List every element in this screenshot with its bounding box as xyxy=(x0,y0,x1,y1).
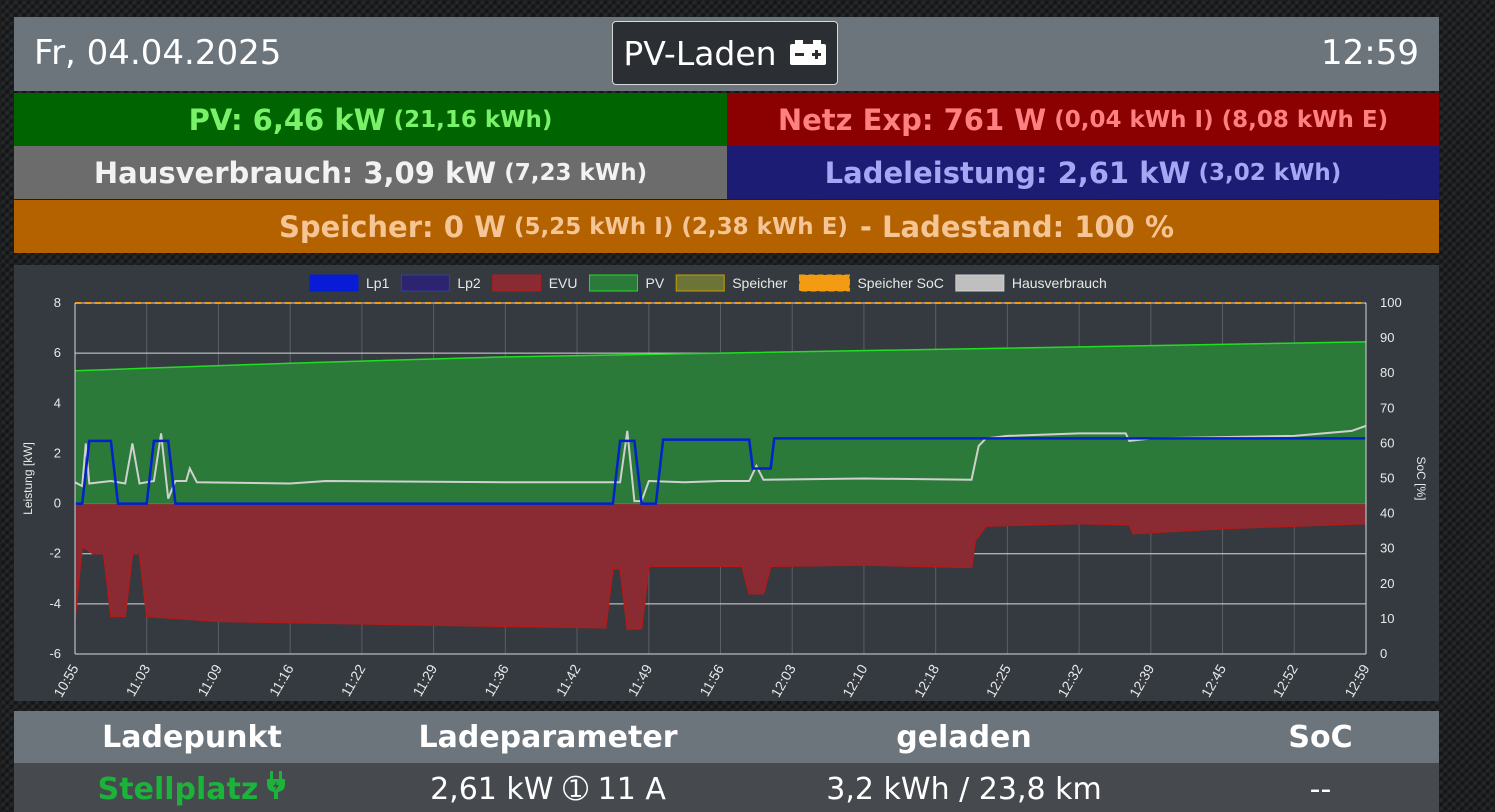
grid-export-energy: (8,08 kWh E) xyxy=(1221,106,1389,133)
table-row[interactable]: Stellplatz 2,61 kW ➀ 11 A 3,2 kWh / 23,8… xyxy=(14,763,1439,812)
clock-display: 12:59 xyxy=(1321,33,1419,73)
storage-tile: Speicher: 0 W (5,25 kWh I) (2,38 kWh E) … xyxy=(14,200,1439,253)
storage-power: Speicher: 0 W xyxy=(278,209,506,244)
legend-label: PV xyxy=(646,275,665,291)
legend-swatch xyxy=(675,274,725,292)
legend-swatch xyxy=(798,274,850,292)
y-tick-label: 6 xyxy=(54,345,61,360)
y2-tick-label: 70 xyxy=(1380,400,1394,415)
x-tick-label: 11:22 xyxy=(338,661,369,699)
y2-tick-label: 80 xyxy=(1380,365,1394,380)
legend-label: Lp2 xyxy=(457,275,481,291)
legend-swatch xyxy=(400,274,450,292)
charge-power: Ladeleistung: 2,61 kW xyxy=(824,155,1191,190)
y-tick-label: 0 xyxy=(54,496,61,511)
y2-tick-label: 40 xyxy=(1380,506,1394,521)
storage-import-energy: (5,25 kWh I) xyxy=(513,213,674,240)
x-tick-label: 11:42 xyxy=(553,661,584,699)
y2-tick-label: 60 xyxy=(1380,435,1394,450)
legend-swatch xyxy=(309,274,359,292)
x-tick-label: 11:09 xyxy=(194,661,225,699)
legend-label: EVU xyxy=(549,275,578,291)
legend-label: Speicher SoC xyxy=(857,275,943,291)
x-tick-label: 12:52 xyxy=(1269,661,1300,700)
x-tick-label: 12:59 xyxy=(1341,661,1372,700)
x-tick-label: 12:45 xyxy=(1198,661,1229,700)
pv-line xyxy=(74,341,1367,372)
chargepoint-name: Stellplatz xyxy=(97,771,259,807)
pv-energy: (21,16 kWh) xyxy=(393,106,553,133)
x-tick-label: 12:39 xyxy=(1126,661,1157,700)
col-header-charged: geladen xyxy=(896,719,1032,755)
y-tick-label: 8 xyxy=(54,295,61,310)
charge-energy: (3,02 kWh) xyxy=(1198,159,1342,186)
x-tick-label: 11:29 xyxy=(409,661,440,699)
soc-cell: -- xyxy=(1309,771,1332,807)
legend-label: Hausverbrauch xyxy=(1012,275,1107,291)
x-tick-label: 12:10 xyxy=(839,661,870,700)
house-consumption-tile: Hausverbrauch: 3,09 kW (7,23 kWh) xyxy=(14,146,727,199)
legend-swatch xyxy=(955,274,1005,292)
plug-icon xyxy=(258,771,286,807)
grid-import-energy: (0,04 kWh I) xyxy=(1054,106,1214,133)
legend-swatch xyxy=(492,274,542,292)
grid-power: Netz Exp: 761 W xyxy=(777,102,1047,137)
y-tick-label: -2 xyxy=(49,546,61,561)
storage-soc: - Ladestand: 100 % xyxy=(859,209,1175,244)
y2-tick-label: 0 xyxy=(1380,646,1387,661)
house-energy: (7,23 kWh) xyxy=(504,159,648,186)
x-tick-label: 11:16 xyxy=(266,661,297,699)
evu-line xyxy=(74,522,1367,630)
power-chart[interactable]: 8 6 4 2 0 -2 -4 -6 100 90 80 70 60 50 40 30 20 10 0 10:55 11… xyxy=(14,265,1439,701)
storage-export-energy: (2,38 kWh E) xyxy=(681,213,848,240)
y-tick-label: 2 xyxy=(54,445,61,460)
x-tick-label: 11:56 xyxy=(696,661,727,699)
y-tick-label: -4 xyxy=(49,596,61,611)
charge-mode-label: PV-Laden xyxy=(623,33,777,73)
x-tick-label: 12:03 xyxy=(767,661,798,700)
col-header-soc: SoC xyxy=(1288,719,1353,755)
charge-mode-button[interactable]: PV-Laden xyxy=(612,21,838,85)
pv-area xyxy=(75,341,1366,504)
lp1-line xyxy=(75,437,1366,505)
y-axis-title: Leistung [kW] xyxy=(21,442,35,515)
charge-power-tile: Ladeleistung: 2,61 kW (3,02 kWh) xyxy=(727,146,1439,199)
charge-params-cell: 2,61 kW ➀ 11 A xyxy=(430,771,666,807)
grid-tile: Netz Exp: 761 W (0,04 kWh I) (8,08 kWh E… xyxy=(727,93,1439,146)
y-tick-label: 4 xyxy=(54,395,61,410)
x-tick-label: 12:25 xyxy=(983,661,1014,700)
date-display: Fr, 04.04.2025 xyxy=(34,33,282,73)
x-tick-label: 12:32 xyxy=(1054,661,1085,700)
pv-tile: PV: 6,46 kW (21,16 kWh) xyxy=(14,93,727,146)
x-tick-label: 11:49 xyxy=(625,661,656,699)
charged-energy-cell: 3,2 kWh / 23,8 km xyxy=(826,771,1102,807)
battery-charging-icon xyxy=(789,40,827,66)
chargepoint-name-cell[interactable]: Stellplatz xyxy=(14,763,370,812)
y2-tick-label: 50 xyxy=(1380,471,1394,486)
legend-label: Lp1 xyxy=(366,275,390,291)
y2-tick-label: 10 xyxy=(1380,611,1394,626)
x-tick-label: 11:03 xyxy=(122,661,153,699)
chargepoint-table: Ladepunkt Ladeparameter geladen SoC Stel… xyxy=(14,711,1439,812)
table-header: Ladepunkt Ladeparameter geladen SoC xyxy=(14,711,1439,763)
pv-power: PV: 6,46 kW xyxy=(188,102,386,137)
legend-swatch xyxy=(589,274,639,292)
legend-label: Speicher xyxy=(732,275,788,291)
x-tick-label: 12:18 xyxy=(911,661,942,700)
x-tick-label: 11:36 xyxy=(481,661,512,699)
y2-tick-label: 30 xyxy=(1380,541,1394,556)
col-header-params: Ladeparameter xyxy=(418,719,678,755)
y2-tick-label: 100 xyxy=(1380,295,1402,310)
hausverbrauch-line xyxy=(74,424,1367,503)
y2-tick-label: 20 xyxy=(1380,576,1394,591)
header-bar: Fr, 04.04.2025 PV-Laden 12:59 xyxy=(14,17,1439,91)
x-tick-label: 10:55 xyxy=(50,661,81,700)
y2-tick-label: 90 xyxy=(1380,330,1394,345)
col-header-chargepoint: Ladepunkt xyxy=(102,719,282,755)
house-power: Hausverbrauch: 3,09 kW xyxy=(93,155,497,190)
y2-axis-title: SoC [%] xyxy=(1414,456,1428,500)
y-tick-label: -6 xyxy=(49,646,61,661)
